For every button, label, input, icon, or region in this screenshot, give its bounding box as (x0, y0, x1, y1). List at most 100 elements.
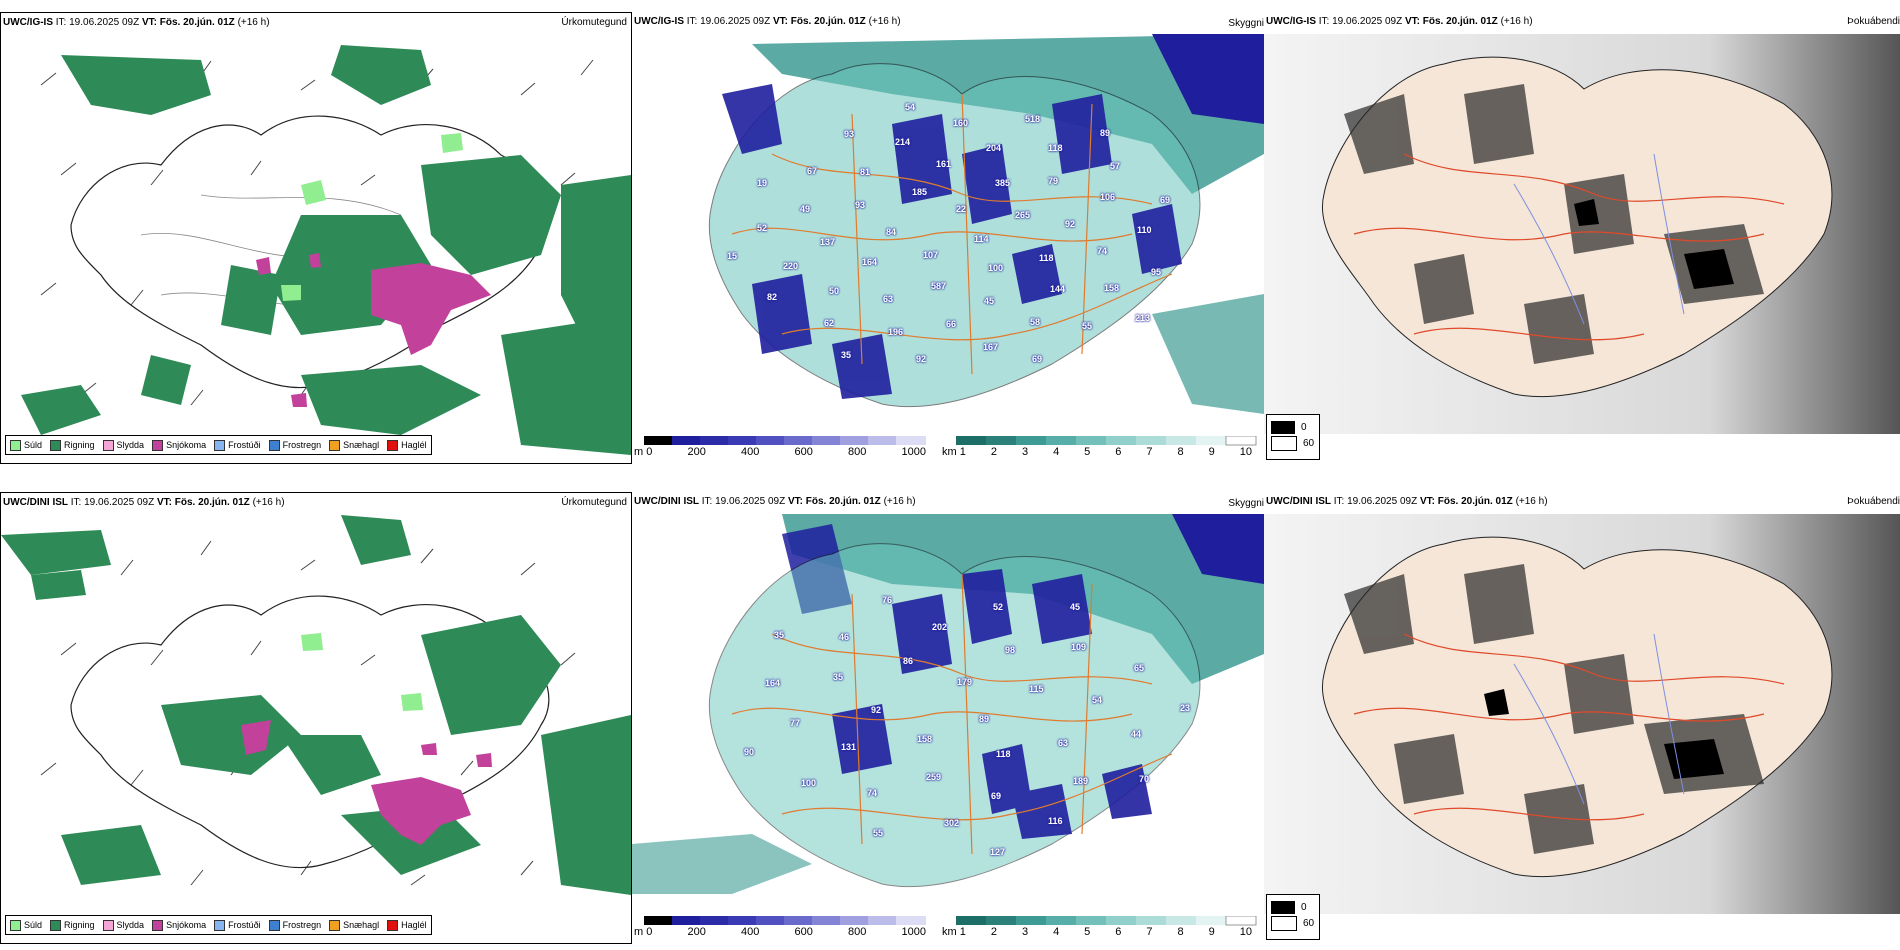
legend-item: Frostúði (214, 919, 261, 931)
ceiling-value-label: 84 (886, 227, 897, 237)
panel-title-ceiling-top: UWC/IG-IS IT: 19.06.2025 09Z VT: Fös. 20… (634, 16, 901, 27)
ceiling-value-label: 65 (1134, 663, 1145, 673)
fog-index-key-bottom: 0 60 (1266, 894, 1320, 940)
visibility-colorbar-ticks: km 1 2 3 4 5 6 7 8 9 10 (942, 446, 1252, 458)
ceiling-value-label: 100 (988, 263, 1004, 273)
legend-item: Haglél (387, 919, 427, 931)
ceiling-value-label: 74 (1097, 246, 1108, 256)
ceiling-value-labels-top: 114 107 22 100 84 265 587 185 118 164 385 45 93 92 63 1… (632, 34, 1264, 434)
ceiling-value-label: 63 (1058, 738, 1069, 748)
legend-item: Snæhagl (329, 439, 379, 451)
ceiling-map-top (632, 34, 1264, 434)
ceiling-value-label: 46 (839, 632, 850, 642)
ceiling-value-label: 204 (986, 143, 1002, 153)
legend-item: Rigning (50, 439, 95, 451)
ceiling-value-label: 92 (1065, 219, 1076, 229)
ceiling-value-label: 92 (916, 354, 927, 364)
ceiling-value-label: 54 (905, 102, 916, 112)
drizzle-areas (281, 133, 463, 301)
ceiling-value-label: 35 (833, 672, 844, 682)
ceiling-value-label: 95 (1151, 267, 1162, 277)
fog-panel-top: UWC/IG-IS IT: 19.06.2025 09Z VT: Fös. 20… (1264, 12, 1900, 464)
ceiling-value-label: 137 (820, 237, 836, 247)
precip-map-top (21, 45, 631, 455)
panel-title-fog-top: UWC/IG-IS IT: 19.06.2025 09Z VT: Fös. 20… (1266, 16, 1533, 27)
ceiling-value-label: 74 (867, 788, 878, 798)
ceiling-value-label: 69 (1160, 195, 1171, 205)
ceiling-value-label: 35 (774, 630, 785, 640)
ceiling-value-label: 52 (993, 602, 1004, 612)
fog-label-bottom: Þokuábendi (1847, 496, 1900, 507)
precip-type-label-bottom: Úrkomutegund (561, 497, 627, 508)
visibility-colorbar-ticks: km 1 2 3 4 5 6 7 8 9 10 (942, 926, 1252, 938)
ceiling-value-label: 214 (895, 137, 911, 147)
ceiling-value-label: 69 (1032, 354, 1043, 364)
ceiling-value-label: 265 (1015, 210, 1031, 220)
ceiling-value-label: 587 (931, 281, 947, 291)
ceiling-panel-bottom: UWC/DINI ISL IT: 19.06.2025 09Z VT: Fös.… (632, 492, 1264, 944)
legend-item: Snjókoma (152, 919, 206, 931)
ceiling-value-label: 67 (807, 166, 818, 176)
ceiling-map-bottom (632, 514, 1264, 914)
ceiling-value-label: 23 (1180, 703, 1191, 713)
ceiling-value-label: 106 (1100, 192, 1116, 202)
legend-item: Haglél (387, 439, 427, 451)
ceiling-panel-top: UWC/IG-IS IT: 19.06.2025 09Z VT: Fös. 20… (632, 12, 1264, 464)
ceiling-value-label: 22 (956, 204, 967, 214)
ceiling-value-label: 107 (923, 250, 939, 260)
ceiling-value-label: 131 (841, 742, 857, 752)
panel-title-ceiling-bottom: UWC/DINI ISL IT: 19.06.2025 09Z VT: Fös.… (634, 496, 916, 507)
ceiling-value-label: 158 (1104, 283, 1120, 293)
ceiling-value-label: 52 (757, 223, 768, 233)
ceiling-value-label: 79 (1048, 176, 1059, 186)
ceiling-value-label: 114 (974, 234, 989, 244)
ceiling-value-label: 115 (1029, 684, 1044, 694)
ceiling-value-label: 220 (783, 261, 799, 271)
visibility-colorbar-top: km 1 2 3 4 5 6 7 8 9 10 (942, 436, 1260, 458)
ceiling-value-label: 167 (983, 342, 999, 352)
precip-type-label-top: Úrkomutegund (561, 17, 627, 28)
precip-type-panel-top: UWC/IG-IS IT: 19.06.2025 09Z VT: Fös. 20… (0, 12, 632, 464)
ceiling-value-label: 158 (917, 734, 933, 744)
fog-panel-bottom: UWC/DINI ISL IT: 19.06.2025 09Z VT: Fös.… (1264, 492, 1900, 944)
ceiling-value-label: 202 (932, 622, 948, 632)
ceiling-value-label: 19 (757, 178, 768, 188)
ceiling-value-label: 196 (888, 327, 904, 337)
panel-title-precip-bottom: UWC/DINI ISL IT: 19.06.2025 09Z VT: Fös.… (3, 497, 285, 508)
fog-label-top: Þokuábendi (1847, 16, 1900, 27)
legend-item: Slydda (102, 439, 144, 451)
visibility-colorbar-swatches (956, 436, 1257, 446)
height-colorbar-bottom: m 0 200 400 600 800 1000 (634, 916, 934, 938)
ceiling-value-label: 118 (1039, 253, 1054, 263)
ceiling-value-label: 66 (946, 319, 957, 329)
height-colorbar-top: m 0 200 400 600 800 1000 (634, 436, 934, 458)
legend-item: Slydda (102, 919, 144, 931)
ceiling-value-label: 302 (944, 818, 960, 828)
ceiling-value-label: 82 (767, 292, 778, 302)
ceiling-value-label: 89 (1100, 128, 1111, 138)
precip-type-panel-bottom: UWC/DINI ISL IT: 19.06.2025 09Z VT: Fös.… (0, 492, 632, 944)
height-colorbar-swatches (644, 436, 926, 445)
ceiling-value-label: 518 (1025, 114, 1041, 124)
ceiling-value-label: 54 (1092, 695, 1103, 705)
ceiling-value-label: 93 (855, 200, 866, 210)
precip-legend-top: Súld Rigning Slydda Snjókoma Frostúði Fr… (5, 435, 432, 455)
panel-title-precip-top: UWC/IG-IS IT: 19.06.2025 09Z VT: Fös. 20… (3, 17, 270, 28)
ceiling-value-label: 179 (957, 677, 973, 687)
ceiling-value-label: 81 (860, 167, 871, 177)
ceiling-value-label: 189 (1073, 776, 1089, 786)
precip-legend-bottom: Súld Rigning Slydda Snjókoma Frostúði Fr… (5, 915, 432, 935)
legend-item: Frostúði (214, 439, 261, 451)
ceiling-value-label: 144 (1050, 284, 1066, 294)
ceiling-value-label: 58 (1030, 317, 1041, 327)
ceiling-value-label: 55 (873, 828, 884, 838)
legend-item: Súld (10, 439, 42, 451)
ceiling-value-label: 93 (844, 129, 855, 139)
ceiling-value-label: 185 (912, 187, 928, 197)
fog-map-bottom (1264, 514, 1900, 914)
ceiling-value-label: 164 (765, 678, 781, 688)
ceiling-value-label: 86 (903, 656, 914, 666)
ceiling-value-label: 127 (990, 847, 1006, 857)
ceiling-value-label: 164 (862, 257, 878, 267)
ceiling-value-label: 44 (1131, 729, 1142, 739)
